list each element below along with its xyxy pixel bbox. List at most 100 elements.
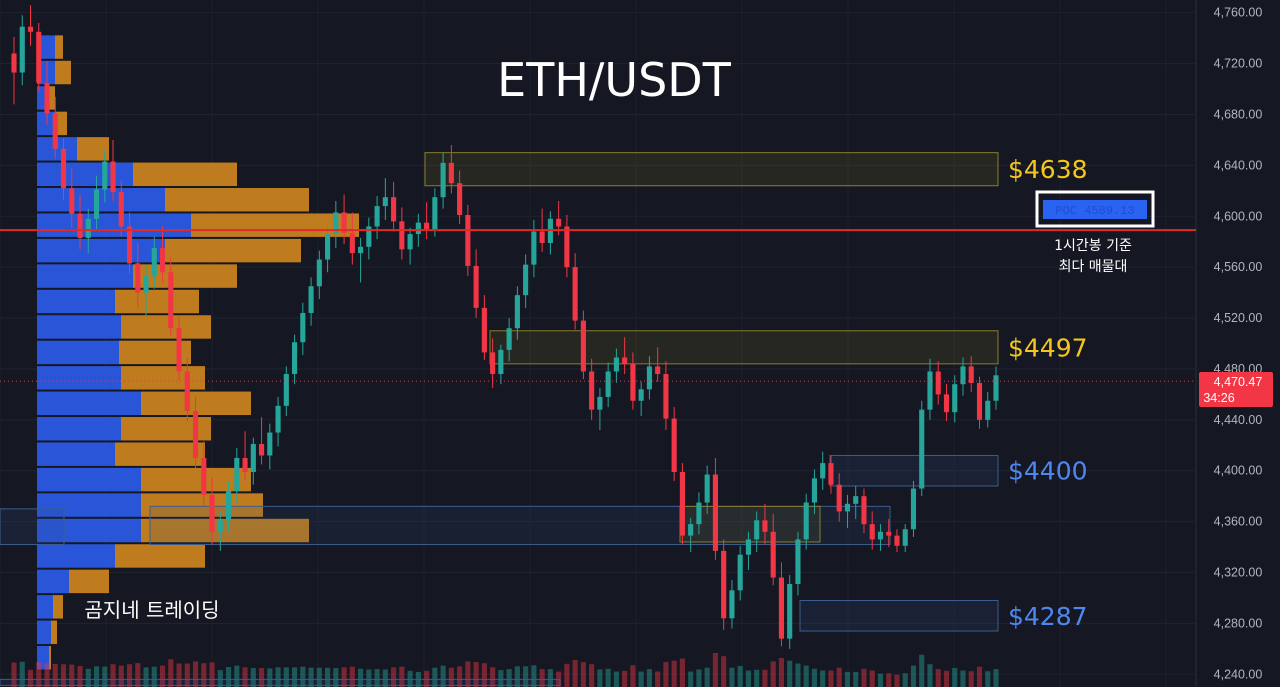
volume-bar — [820, 670, 826, 687]
volume-profile-buy-bar — [37, 544, 115, 568]
volume-bar — [399, 666, 405, 687]
candle-body — [613, 357, 619, 372]
volume-bar — [795, 663, 801, 687]
candle-body — [358, 246, 364, 254]
candle-body — [432, 197, 438, 229]
candle-body — [762, 520, 768, 532]
candle-body — [234, 458, 240, 492]
candle-body — [102, 161, 108, 190]
candle-body — [597, 396, 603, 410]
level-zone — [829, 454, 999, 487]
volume-profile-buy-bar — [37, 86, 47, 110]
candle-body — [943, 394, 950, 413]
volume-bar — [102, 666, 108, 687]
candle-body — [704, 474, 710, 503]
candle-body — [457, 183, 463, 216]
volume-bar — [358, 668, 364, 687]
volume-bar — [704, 667, 710, 687]
volume-profile-buy-bar — [37, 162, 133, 187]
candle-body — [176, 328, 182, 372]
candle-body — [828, 463, 834, 485]
volume-bar — [225, 667, 232, 687]
volume-profile-sell-bar — [51, 620, 57, 645]
candle-body — [737, 554, 743, 591]
candle-body — [820, 463, 826, 479]
volume-bar — [506, 669, 512, 687]
candle-body — [886, 531, 892, 536]
volume-bar — [630, 665, 636, 687]
candle-body — [935, 371, 941, 395]
volume-profile-sell-bar — [69, 569, 109, 594]
candle-body — [192, 410, 199, 458]
volume-bar — [333, 668, 339, 687]
candle-body — [531, 231, 537, 265]
candle-body — [407, 234, 413, 250]
volume-profile-buy-bar — [37, 111, 55, 136]
volume-bar — [721, 656, 727, 687]
volume-bar — [539, 669, 545, 687]
candle-body — [440, 162, 446, 198]
poc-note-line-1: 1시간봉 기준 — [1054, 238, 1132, 254]
volume-bar — [861, 668, 867, 687]
volume-bar — [787, 660, 793, 687]
candle-body — [910, 488, 917, 530]
volume-bar — [110, 664, 116, 687]
volume-profile-sell-bar — [165, 238, 301, 263]
level-zone — [424, 152, 999, 187]
poc-label: POC 4589.13 — [1055, 204, 1134, 218]
volume-bar — [184, 663, 190, 687]
volume-bar — [919, 654, 925, 687]
candle-body — [927, 371, 933, 410]
volume-bar — [325, 667, 331, 687]
candle-body — [589, 371, 595, 410]
volume-profile-sell-bar — [121, 315, 211, 339]
volume-profile-sell-bar — [47, 86, 55, 110]
volume-bar — [712, 653, 718, 687]
volume-profile-buy-bar — [37, 442, 115, 466]
volume-profile-sell-bar — [121, 417, 211, 441]
candle-body — [283, 374, 289, 406]
candle-body — [605, 371, 611, 397]
level-label: $4497 — [1008, 333, 1088, 362]
volume-profile-sell-bar — [55, 35, 63, 59]
volume-bar — [572, 660, 578, 687]
candle-body — [267, 432, 273, 456]
candle-body — [968, 366, 974, 383]
candle-body — [250, 444, 256, 472]
volume-bar — [589, 664, 595, 687]
volume-bar — [688, 671, 694, 687]
candle-body — [341, 212, 347, 233]
volume-bar — [679, 658, 685, 687]
volume-bar — [770, 661, 776, 687]
candle-body — [498, 349, 504, 375]
candle-body — [275, 405, 281, 433]
volume-bar — [52, 663, 58, 687]
volume-bar — [382, 669, 388, 687]
volume-bar — [192, 661, 199, 687]
candle-body — [424, 222, 430, 229]
volume-bar — [283, 667, 289, 687]
y-tick-label: 4,560.00 — [1214, 260, 1263, 274]
candle-body — [391, 197, 397, 222]
candle-body — [902, 529, 908, 546]
volume-bar — [209, 662, 215, 687]
candle-body — [745, 539, 751, 555]
y-tick-label: 4,520.00 — [1214, 311, 1263, 325]
volume-profile-buy-bar — [37, 595, 53, 619]
current-price-box — [1199, 372, 1273, 407]
candle-body — [316, 259, 322, 287]
volume-bar — [242, 667, 248, 687]
volume-bar — [457, 666, 463, 687]
volume-profile-buy-bar — [37, 35, 55, 59]
candle-body — [985, 400, 991, 420]
poc-label-box — [1043, 200, 1147, 219]
volume-bar — [910, 665, 917, 687]
volume-bar — [366, 669, 372, 687]
candle-body — [225, 491, 232, 521]
volume-bar — [341, 667, 347, 687]
candle-body — [242, 458, 248, 472]
candle-body — [490, 352, 496, 375]
candle-body — [696, 502, 702, 525]
volume-bar — [663, 662, 669, 687]
